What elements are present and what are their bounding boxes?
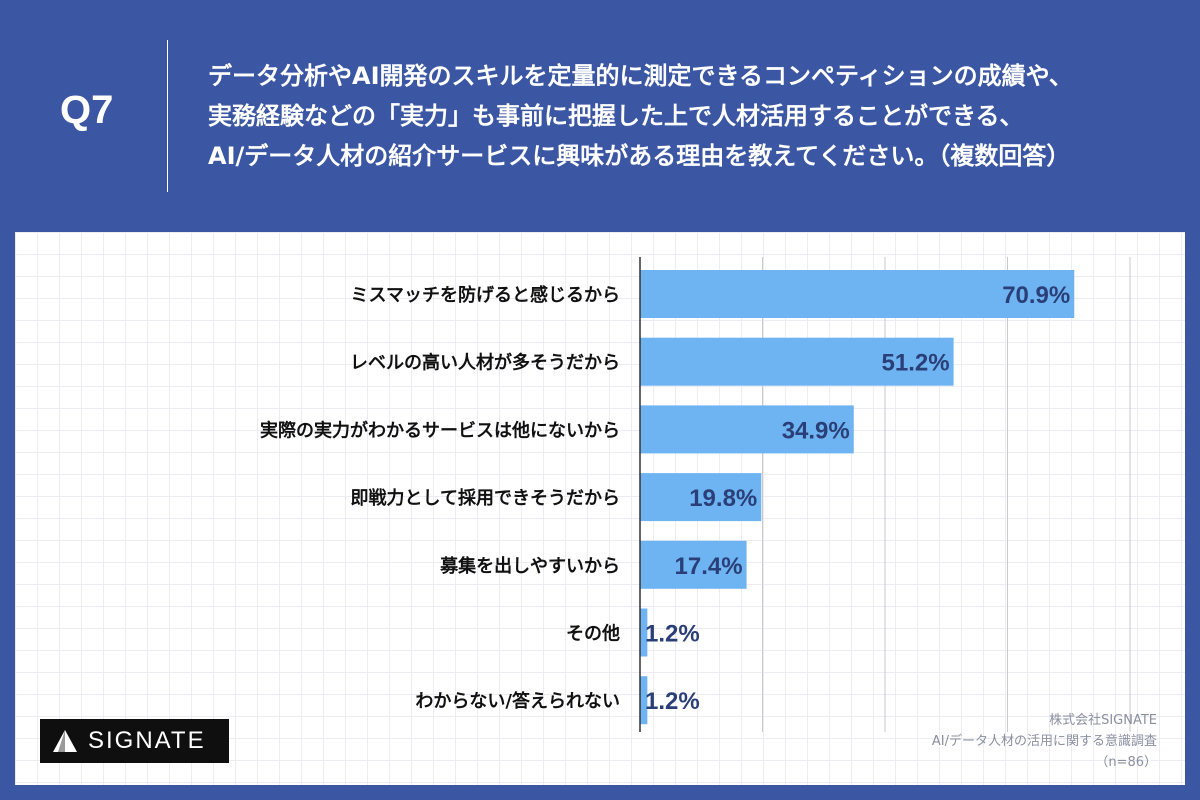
question-line: 実務経験などの「実力」も事前に把握した上で人材活用することができる、 xyxy=(208,102,1024,130)
value-label: 70.9% xyxy=(1002,282,1070,309)
value-label: 17.4% xyxy=(675,553,743,580)
value-label: 1.2% xyxy=(645,688,700,715)
chart-panel: ミスマッチを防げると感じるから 70.9% レベルの高い人材が多そうだから 51.2%… xyxy=(15,232,1185,785)
question-text: データ分析やAI開発のスキルを定量的に測定できるコンペティションの成績や、 実務… xyxy=(208,56,1188,176)
value-label: 19.8% xyxy=(689,485,757,512)
category-label: その他 xyxy=(566,623,620,645)
logo-text: SIGNATE xyxy=(88,727,206,754)
category-label: わからない/答えられない xyxy=(415,690,620,712)
question-number: Q7 xyxy=(60,88,114,132)
source-survey: AI/データ人材の活用に関する意識調査 xyxy=(931,734,1157,749)
question-line: AI/データ人材の紹介サービスに興味がある理由を教えてください。（複数回答） xyxy=(208,142,1071,170)
logo-triangle-icon xyxy=(53,730,77,752)
value-label: 51.2% xyxy=(882,350,950,377)
header: Q7 データ分析やAI開発のスキルを定量的に測定できるコンペティションの成績や、… xyxy=(0,0,1200,232)
bar xyxy=(640,608,648,657)
source-sample-size: （n=86） xyxy=(1095,755,1157,770)
category-label: 実際の実力がわかるサービスは他にないから xyxy=(260,419,620,441)
bar xyxy=(640,676,648,725)
bar xyxy=(640,473,762,522)
category-label: レベルの高い人材が多そうだから xyxy=(350,352,620,374)
bar xyxy=(640,270,1075,318)
value-label: 34.9% xyxy=(782,417,850,444)
question-line: データ分析やAI開発のスキルを定量的に測定できるコンペティションの成績や、 xyxy=(208,62,1073,90)
value-label: 1.2% xyxy=(645,621,700,648)
category-label: 募集を出しやすいから xyxy=(439,555,620,577)
bar xyxy=(640,540,747,589)
signate-logo: SIGNATE xyxy=(40,719,229,763)
header-divider xyxy=(167,40,168,192)
bar xyxy=(640,405,854,454)
bar xyxy=(640,337,954,386)
source-note: 株式会社SIGNATE AI/データ人材の活用に関する意識調査 （n=86） xyxy=(932,710,1157,773)
source-company: 株式会社SIGNATE xyxy=(1049,713,1157,728)
category-label: ミスマッチを防げると感じるから xyxy=(351,284,620,306)
category-label: 即戦力として採用できそうだから xyxy=(351,487,620,509)
bar-chart: ミスマッチを防げると感じるから 70.9% レベルの高い人材が多そうだから 51.2%… xyxy=(260,257,1131,732)
